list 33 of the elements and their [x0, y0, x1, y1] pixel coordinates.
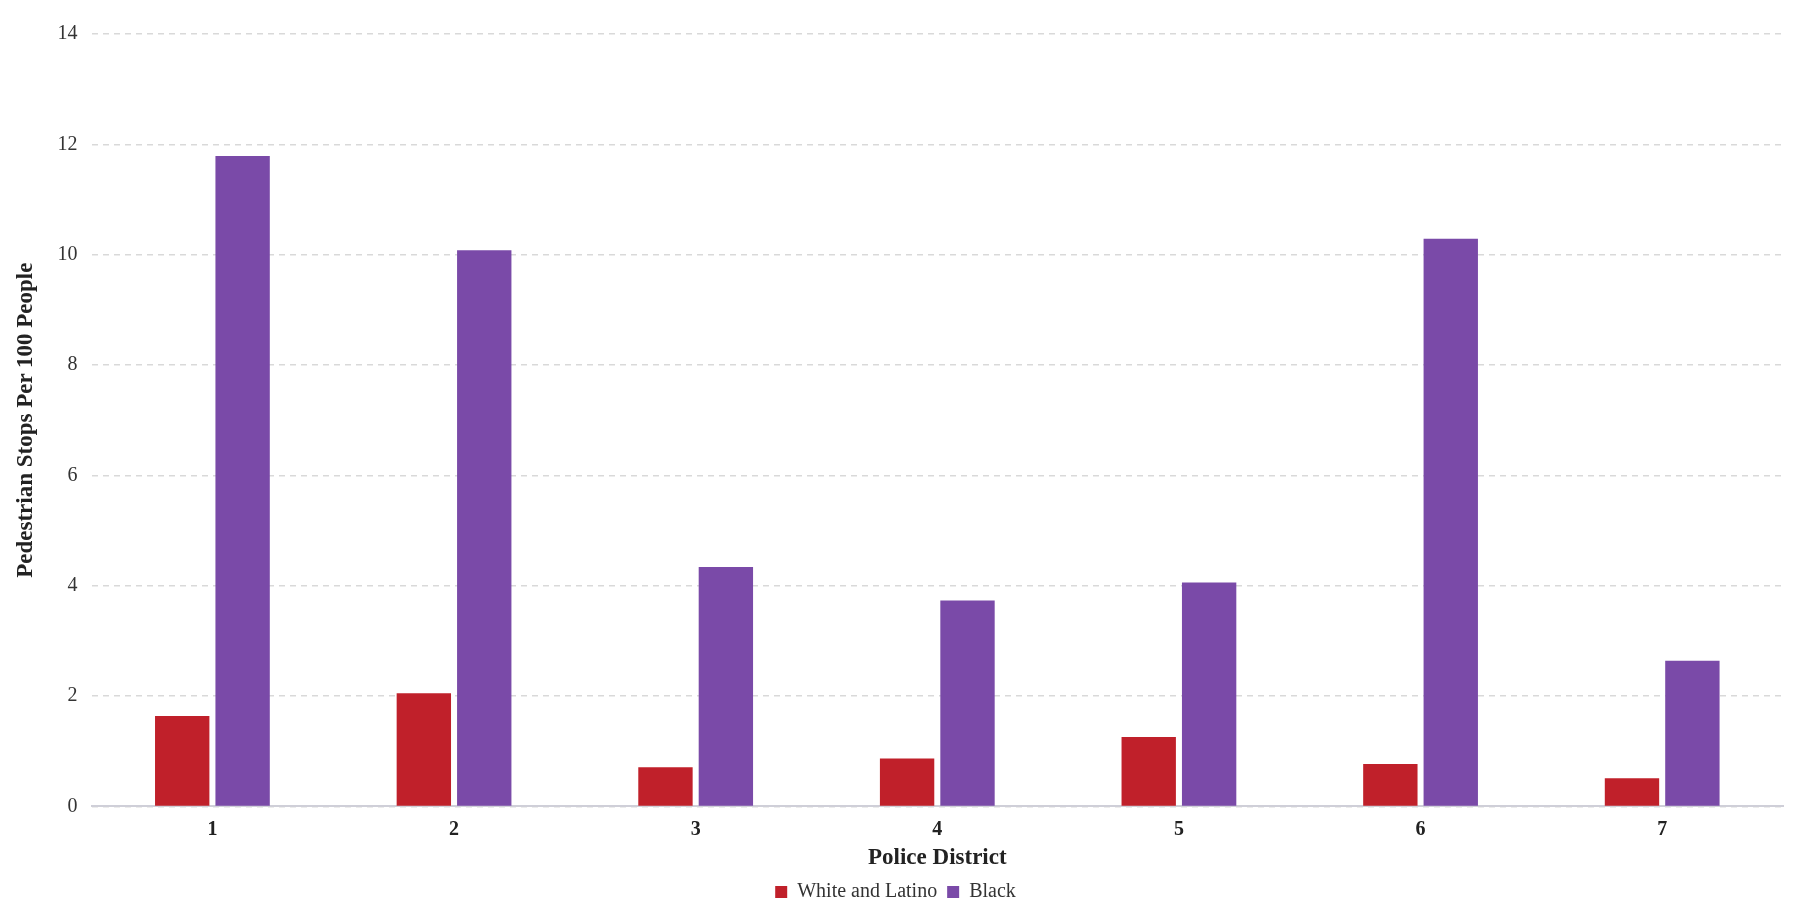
- bar: [940, 600, 995, 806]
- bar: [155, 715, 210, 806]
- bar: [1423, 238, 1478, 806]
- x-tick-label: 5: [1173, 816, 1184, 839]
- y-tick-label: 0: [67, 793, 78, 816]
- y-tick-label: 6: [67, 462, 78, 485]
- x-tick-label: 2: [449, 816, 460, 839]
- bar: [1665, 660, 1720, 806]
- bar: [1181, 582, 1237, 806]
- y-tick-label: 14: [57, 21, 78, 44]
- bar: [879, 758, 935, 806]
- bar: [457, 250, 512, 806]
- bar: [698, 566, 754, 806]
- x-tick-label: 1: [207, 816, 218, 839]
- x-tick-label: 3: [690, 816, 701, 839]
- bar: [1121, 736, 1176, 806]
- x-tick-label: 6: [1415, 816, 1426, 839]
- y-tick-label: 4: [67, 572, 78, 595]
- x-tick-label: 4: [932, 816, 943, 839]
- y-tick-label: 2: [67, 683, 78, 706]
- y-tick-label: 10: [57, 241, 78, 264]
- y-axis-title: Pedestrian Stops Per 100 People: [11, 262, 37, 578]
- legend-label: White and Latino: [797, 879, 938, 902]
- x-axis-title: Police District: [868, 844, 1007, 870]
- bar: [215, 155, 270, 806]
- legend-label: Black: [969, 879, 1016, 902]
- bar: [1363, 763, 1418, 806]
- bar: [1604, 778, 1660, 806]
- y-tick-label: 12: [57, 131, 78, 154]
- bar: [396, 693, 452, 806]
- y-tick-label: 8: [67, 352, 78, 375]
- x-tick-label: 7: [1657, 816, 1668, 839]
- bar: [638, 767, 693, 806]
